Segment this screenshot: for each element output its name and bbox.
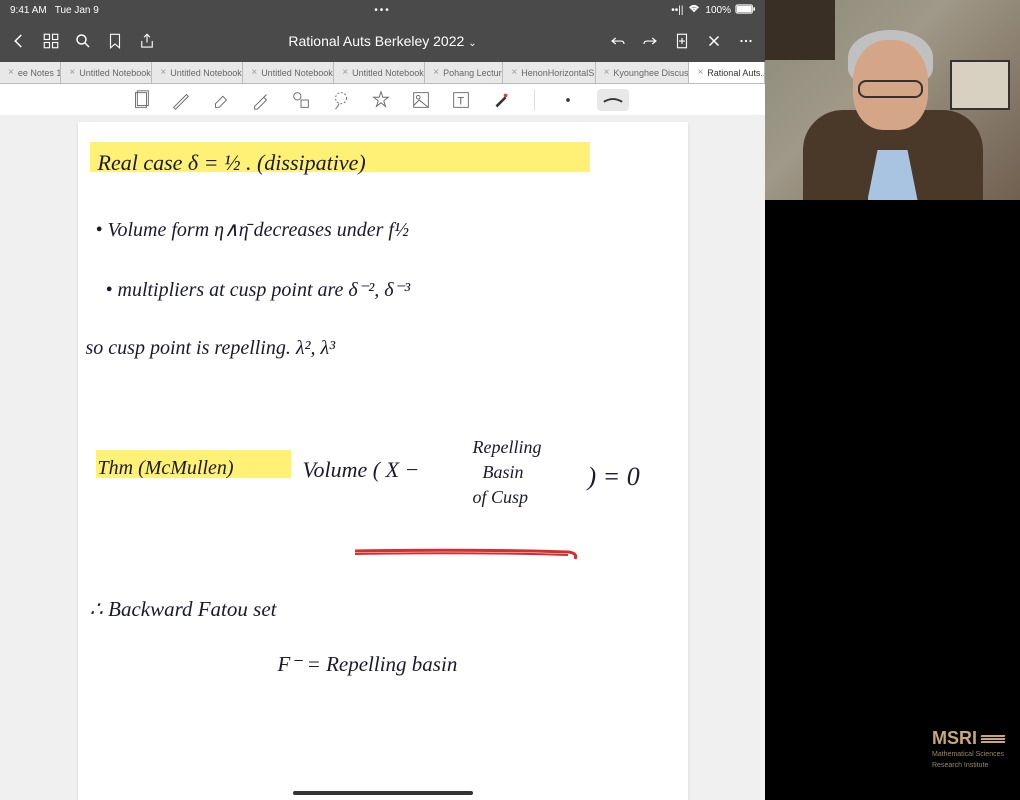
handwriting-line-10: ∴ Backward Fatou set bbox=[90, 597, 277, 622]
drawing-toolbar: T bbox=[0, 84, 765, 116]
handwriting-line-5: Volume ( X − bbox=[303, 457, 420, 483]
redo-icon[interactable] bbox=[641, 32, 659, 50]
tab-4[interactable]: × Untitled Notebook... bbox=[334, 62, 425, 83]
status-dots[interactable]: ••• bbox=[374, 5, 391, 16]
logo-subtitle-2: Research Institute bbox=[932, 762, 1005, 770]
handwriting-line-0: Real case δ = ½ . (dissipative) bbox=[98, 150, 366, 176]
tabs-bar: × ee Notes 1 × Untitled Notebook... × Untitle… bbox=[0, 62, 765, 84]
tab-6[interactable]: × HenonHorizontalS... bbox=[503, 62, 595, 83]
tab-3[interactable]: × Untitled Notebook... bbox=[243, 62, 334, 83]
tab-label: Untitled Notebook... bbox=[79, 68, 152, 78]
share-icon[interactable] bbox=[138, 32, 156, 50]
text-tool-icon[interactable]: T bbox=[450, 89, 472, 111]
close-icon[interactable] bbox=[705, 32, 723, 50]
logo-waves-icon bbox=[981, 735, 1005, 743]
handwriting-line-2: • multipliers at cusp point are δ⁻², δ⁻³ bbox=[106, 277, 411, 302]
bookmark-icon[interactable] bbox=[106, 32, 124, 50]
tab-5[interactable]: × Pohang Lecture bbox=[425, 62, 503, 83]
tab-label: ee Notes 1 bbox=[18, 68, 62, 78]
eraser-tool-icon[interactable] bbox=[210, 89, 232, 111]
handwriting-line-6: Repelling bbox=[473, 437, 542, 458]
page-tool-icon[interactable] bbox=[130, 89, 152, 111]
status-date: Tue Jan 9 bbox=[55, 5, 99, 16]
handwriting-line-11: F⁻ = Repelling basin bbox=[278, 652, 458, 677]
tab-close-icon[interactable]: × bbox=[697, 67, 703, 78]
document-icon[interactable] bbox=[673, 32, 691, 50]
star-tool-icon[interactable] bbox=[370, 89, 392, 111]
handwriting-line-7: Basin bbox=[483, 462, 524, 483]
image-tool-icon[interactable] bbox=[410, 89, 432, 111]
tab-label: Pohang Lecture bbox=[443, 68, 503, 78]
toolbar-separator bbox=[534, 90, 535, 110]
wifi-icon bbox=[687, 4, 701, 17]
tab-close-icon[interactable]: × bbox=[511, 67, 517, 78]
tab-close-icon[interactable]: × bbox=[8, 67, 14, 78]
tab-label: Untitled Notebook... bbox=[352, 68, 425, 78]
tab-1[interactable]: × Untitled Notebook... bbox=[61, 62, 152, 83]
back-icon[interactable] bbox=[10, 32, 28, 50]
canvas-area[interactable]: Real case δ = ½ . (dissipative) • Volume … bbox=[0, 116, 765, 800]
handwriting-line-4: Thm (McMullen) bbox=[98, 457, 234, 480]
handwriting-line-8: of Cusp bbox=[473, 487, 529, 508]
tablet-screen: 9:41 AM Tue Jan 9 ••• ••|| 100% bbox=[0, 0, 765, 800]
red-underline bbox=[353, 547, 583, 557]
home-indicator[interactable] bbox=[293, 791, 473, 795]
document-title[interactable]: Rational Auts Berkeley 2022 ⌄ bbox=[170, 33, 595, 49]
handwriting-line-3: so cusp point is repelling. λ², λ³ bbox=[86, 337, 336, 360]
tab-0[interactable]: × ee Notes 1 bbox=[0, 62, 61, 83]
battery-pct: 100% bbox=[705, 5, 731, 16]
tab-8[interactable]: × Rational Auts... bbox=[689, 62, 765, 83]
battery-icon bbox=[735, 4, 755, 17]
stroke-preset-icon[interactable] bbox=[597, 89, 629, 111]
tab-close-icon[interactable]: × bbox=[604, 67, 610, 78]
grid-icon[interactable] bbox=[42, 32, 60, 50]
tab-label: Rational Auts... bbox=[707, 68, 765, 78]
tab-close-icon[interactable]: × bbox=[69, 67, 75, 78]
svg-text:T: T bbox=[457, 95, 464, 107]
tab-close-icon[interactable]: × bbox=[160, 67, 166, 78]
status-bar: 9:41 AM Tue Jan 9 ••• ••|| 100% bbox=[0, 0, 765, 20]
more-icon[interactable] bbox=[737, 32, 755, 50]
search-icon[interactable] bbox=[74, 32, 92, 50]
shape-tool-icon[interactable] bbox=[290, 89, 312, 111]
handwriting-line-1: • Volume form η∧η̄ decreases under f½ bbox=[96, 217, 409, 242]
tab-7[interactable]: ×Kyounghee Discus... bbox=[596, 62, 690, 83]
presenter-video bbox=[765, 0, 1020, 200]
app-toolbar: Rational Auts Berkeley 2022 ⌄ bbox=[0, 20, 765, 62]
presenter-figure bbox=[803, 30, 983, 200]
signal-icon: ••|| bbox=[671, 5, 683, 16]
highlighter-tool-icon[interactable] bbox=[250, 89, 272, 111]
undo-icon[interactable] bbox=[609, 32, 627, 50]
laser-tool-icon[interactable] bbox=[490, 89, 512, 111]
logo-text: MSRI bbox=[932, 728, 977, 749]
tab-close-icon[interactable]: × bbox=[251, 67, 257, 78]
status-time: 9:41 AM bbox=[10, 5, 47, 16]
tab-label: Untitled Notebook... bbox=[261, 68, 334, 78]
tab-label: Kyounghee Discus... bbox=[613, 68, 689, 78]
tab-label: HenonHorizontalS... bbox=[521, 68, 595, 78]
pen-tool-icon[interactable] bbox=[170, 89, 192, 111]
msri-logo: MSRI Mathematical Sciences Research Inst… bbox=[932, 728, 1005, 770]
logo-subtitle-1: Mathematical Sciences bbox=[932, 751, 1005, 759]
tab-close-icon[interactable]: × bbox=[433, 67, 439, 78]
tab-label: Untitled Notebook... bbox=[170, 68, 243, 78]
note-page[interactable]: Real case δ = ½ . (dissipative) • Volume … bbox=[78, 122, 688, 800]
dot-preset-icon[interactable] bbox=[557, 89, 579, 111]
tab-2[interactable]: × Untitled Notebook... bbox=[152, 62, 243, 83]
lasso-tool-icon[interactable] bbox=[330, 89, 352, 111]
video-pane: MSRI Mathematical Sciences Research Inst… bbox=[765, 0, 1020, 800]
handwriting-line-9: ) = 0 bbox=[588, 462, 640, 492]
tab-close-icon[interactable]: × bbox=[342, 67, 348, 78]
